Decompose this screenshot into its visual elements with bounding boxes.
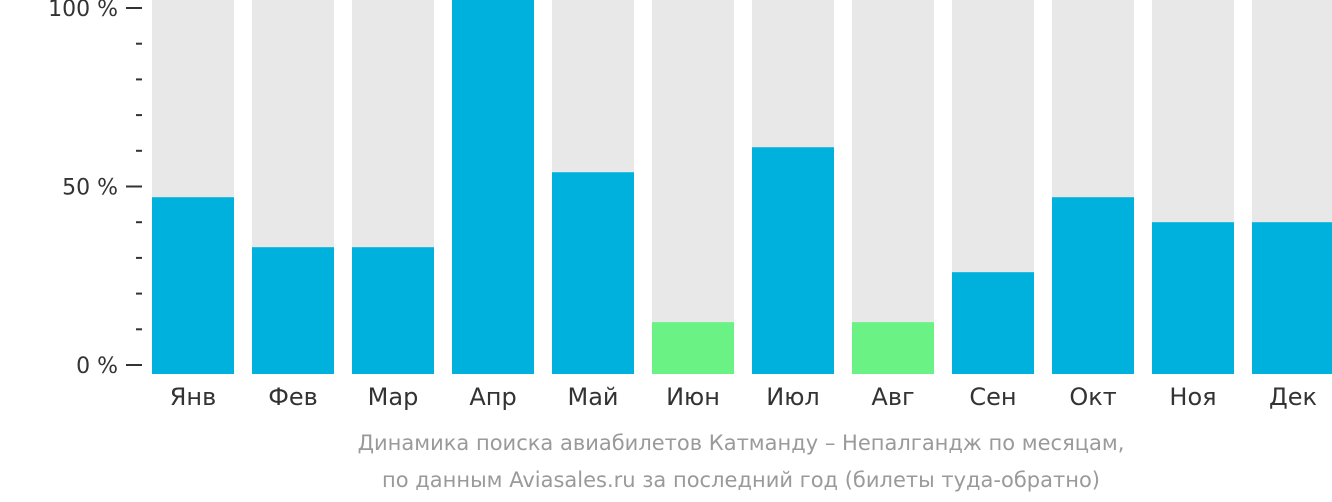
x-axis: Янв Фев Мар Апр Май Июн Июл Авг Сен Окт Ноя Дек — [170, 383, 1317, 411]
chart-caption-line-2: по данным Aviasales.ru за последний год … — [382, 468, 1100, 492]
y-tick-label: 100 % — [48, 0, 118, 22]
chart-caption-line-1: Динамика поиска авиабилетов Катманду – Н… — [357, 431, 1125, 455]
x-tick-label: Дек — [1269, 383, 1317, 411]
bar-2[interactable] — [252, 247, 334, 374]
x-tick-label: Июн — [666, 383, 720, 411]
x-tick-label: Мар — [368, 383, 419, 411]
bar-chart: 0 % 50 % 100 % Янв Фев Мар Апр Май Июн Июл Авг Сен… — [48, 0, 1332, 411]
x-tick-label: Фев — [268, 383, 318, 411]
bar-12[interactable] — [1252, 222, 1332, 374]
bar-7[interactable] — [752, 147, 834, 374]
bar-8[interactable] — [852, 322, 934, 374]
bar-11[interactable] — [1152, 222, 1234, 374]
bar-10[interactable] — [1052, 197, 1134, 374]
bars-group — [152, 0, 1332, 374]
bar-9[interactable] — [952, 272, 1034, 374]
x-tick-label: Окт — [1069, 383, 1116, 411]
bar-1[interactable] — [152, 197, 234, 374]
x-tick-label: Ноя — [1169, 383, 1216, 411]
bar-background — [652, 0, 734, 374]
x-tick-label: Сен — [969, 383, 1016, 411]
x-tick-label: Янв — [170, 383, 217, 411]
bar-6[interactable] — [652, 322, 734, 374]
y-axis: 0 % 50 % 100 % — [48, 0, 142, 379]
x-tick-label: Июл — [766, 383, 820, 411]
bar-5[interactable] — [552, 172, 634, 374]
x-tick-label: Май — [567, 383, 618, 411]
bar-4[interactable] — [452, 0, 534, 374]
y-tick-label: 0 % — [76, 354, 118, 379]
bar-background — [852, 0, 934, 374]
bar-3[interactable] — [352, 247, 434, 374]
x-tick-label: Апр — [469, 383, 516, 411]
x-tick-label: Авг — [871, 383, 914, 411]
y-tick-label: 50 % — [62, 176, 118, 201]
